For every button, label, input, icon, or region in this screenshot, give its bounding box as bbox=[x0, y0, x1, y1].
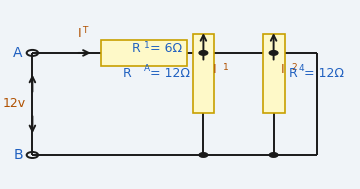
Bar bbox=[263, 34, 285, 113]
Text: = 12Ω: = 12Ω bbox=[300, 67, 344, 80]
Text: = 6Ω: = 6Ω bbox=[146, 42, 182, 55]
Circle shape bbox=[269, 153, 278, 157]
Text: R: R bbox=[123, 67, 131, 80]
Text: I: I bbox=[77, 27, 81, 40]
Circle shape bbox=[269, 51, 278, 55]
Text: A: A bbox=[13, 46, 23, 60]
Text: I: I bbox=[281, 64, 284, 76]
Text: 1: 1 bbox=[223, 63, 229, 72]
Text: 12v: 12v bbox=[3, 98, 26, 110]
Text: 1: 1 bbox=[144, 41, 150, 50]
Text: B: B bbox=[13, 148, 23, 162]
Circle shape bbox=[199, 51, 208, 55]
Text: 2: 2 bbox=[292, 63, 297, 72]
Bar bbox=[193, 34, 214, 113]
Text: 4: 4 bbox=[298, 64, 304, 74]
Text: R: R bbox=[289, 67, 298, 80]
Text: R: R bbox=[132, 42, 140, 55]
Text: A: A bbox=[144, 64, 150, 74]
Text: = 12Ω: = 12Ω bbox=[146, 67, 190, 80]
Bar bbox=[101, 40, 187, 66]
Text: T: T bbox=[82, 26, 87, 35]
Text: I: I bbox=[212, 64, 216, 76]
Circle shape bbox=[199, 153, 208, 157]
